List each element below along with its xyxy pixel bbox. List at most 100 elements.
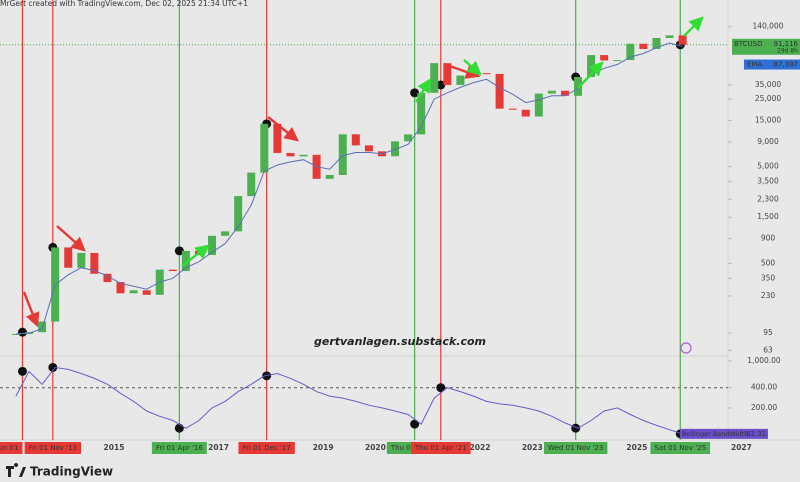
candle [665, 35, 674, 38]
candle [613, 60, 622, 62]
y2-tick-label: 200.00 [751, 403, 777, 412]
y-tick-label: 230 [761, 291, 776, 300]
x-tick-label: 2027 [731, 443, 752, 452]
event-label: Mon 01 [0, 444, 18, 452]
x-tick-label: 2019 [313, 443, 334, 452]
x-tick-label: 2023 [522, 443, 543, 452]
y-tick-label: 5,000 [757, 162, 779, 171]
x-tick-label: 2022 [470, 443, 491, 452]
candle [430, 63, 439, 93]
candle [547, 90, 556, 94]
brand-name: TradingView [30, 465, 113, 479]
event-dot [174, 246, 184, 256]
candle [168, 269, 177, 272]
candle [208, 235, 217, 256]
candle [325, 174, 334, 179]
ema-tag [744, 59, 800, 70]
event-dot [17, 366, 27, 376]
event-label: Thu 0 [390, 444, 411, 452]
watermark: gertvanlagen.substack.com [314, 335, 486, 348]
y-tick-label: 9,000 [757, 137, 779, 146]
candle [639, 43, 648, 49]
event-box [410, 442, 471, 454]
candle [391, 141, 400, 157]
event-label: Sat 01 Nov '25 [654, 444, 706, 452]
event-box [650, 442, 711, 454]
candle [103, 273, 112, 283]
event-box [151, 442, 207, 454]
event-dot [436, 383, 446, 393]
candle [64, 247, 73, 268]
ema-value: 87,397 [774, 61, 799, 69]
candle [142, 290, 151, 295]
header: MrGert created with TradingView.com, Dec… [0, 0, 248, 8]
candle [221, 231, 230, 236]
candle [11, 333, 20, 335]
y-tick-label: 25,000 [755, 94, 781, 103]
y-tick-label: 500 [761, 258, 776, 267]
brand-logo: TradingView [6, 463, 113, 479]
event-label: Fri 01 Dec '17 [243, 444, 291, 452]
y-tick-label: 95 [763, 328, 773, 337]
y-tick-label: 15,000 [755, 116, 781, 125]
candle [299, 154, 308, 157]
candle [443, 63, 452, 85]
y-tick-label: 35,000 [755, 80, 781, 89]
annotation-arrows [22, 16, 704, 328]
y-tick-label: 63 [763, 345, 773, 354]
candle [181, 250, 190, 272]
event-box [0, 442, 23, 454]
candle [495, 73, 504, 109]
candle [77, 252, 86, 268]
y-tick-label: 2,300 [757, 194, 779, 203]
event-dot [174, 423, 184, 433]
candle [234, 196, 243, 232]
event-dot [410, 419, 420, 429]
candle [129, 290, 138, 294]
event-box [24, 442, 82, 454]
y2-tick-label: 400.00 [751, 383, 777, 392]
candle [38, 321, 47, 333]
candle [364, 145, 373, 152]
event-dot [410, 88, 420, 98]
bbw-line [15, 366, 683, 435]
x-tick-label: 2020 [365, 443, 386, 452]
candle [90, 252, 99, 274]
candle [404, 134, 413, 142]
y-tick-label: 900 [761, 234, 776, 243]
bbw-value: 82.31 [746, 430, 766, 438]
bbw-name: Bollinger BandWidth [682, 430, 748, 438]
candle [626, 43, 635, 61]
x-tick-label: 2015 [104, 443, 125, 452]
event-box [544, 442, 608, 454]
event-dot [48, 362, 58, 372]
ema-line [15, 42, 683, 335]
y-tick-label: 140,000 [752, 22, 783, 31]
alert-icon [680, 342, 692, 354]
candle [286, 152, 295, 157]
series-name: BTCUSD [734, 40, 763, 48]
candle [247, 172, 256, 197]
candle [534, 93, 543, 117]
candle [351, 134, 360, 146]
y-tick-label: 1,500 [757, 212, 779, 221]
ema-name: EMA [747, 61, 762, 69]
candle [417, 92, 426, 135]
y-tick-label: 350 [761, 273, 776, 282]
y-tick-label: 3,500 [757, 177, 779, 186]
price-value: 91,116 [774, 40, 799, 48]
candle [508, 108, 517, 110]
candle [273, 123, 282, 153]
candle [482, 73, 491, 75]
candle [338, 134, 347, 175]
event-label: Fri 01 Apr '16 [156, 444, 203, 452]
event-dot [17, 327, 27, 337]
candle [652, 37, 661, 49]
event-label: Wed 01 Nov '23 [548, 444, 603, 452]
candle [116, 282, 125, 294]
y2-tick-label: 1,000.00 [747, 356, 781, 365]
bbw-tag [680, 428, 768, 439]
candle [560, 90, 569, 96]
